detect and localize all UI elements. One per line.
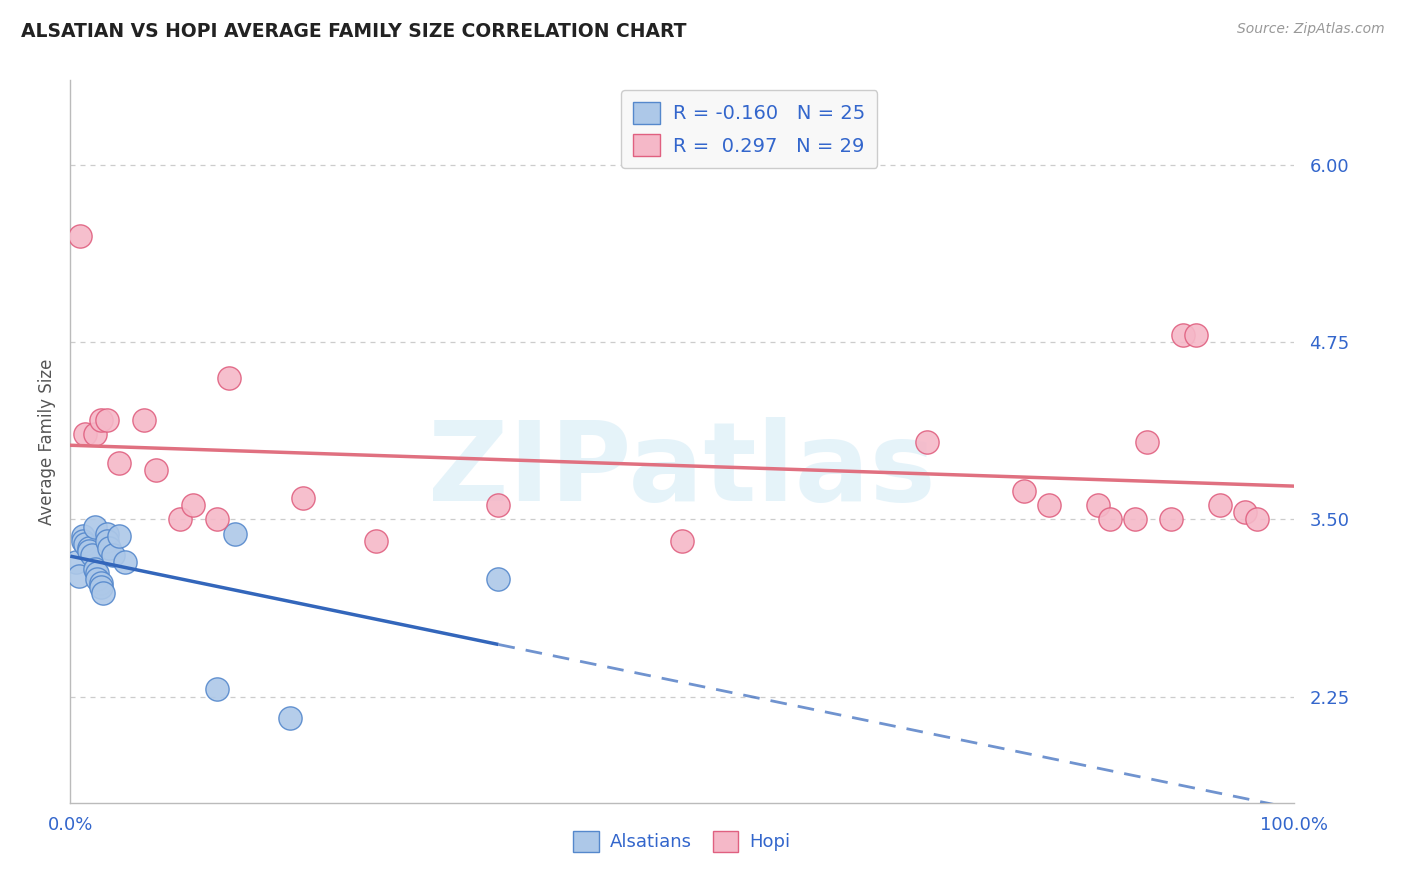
Point — [1136, 434, 1159, 449]
Point — [205, 512, 228, 526]
Point — [83, 519, 105, 533]
Point — [69, 229, 91, 244]
Point — [1246, 512, 1268, 526]
Point — [82, 548, 104, 562]
Point — [86, 572, 108, 586]
Point — [488, 572, 510, 586]
Point — [114, 555, 136, 569]
Point — [1087, 498, 1109, 512]
Point — [73, 536, 96, 550]
Point — [90, 581, 112, 595]
Point — [488, 498, 510, 512]
Point — [101, 548, 124, 562]
Point — [65, 555, 87, 569]
Point — [83, 562, 105, 576]
Point — [96, 533, 118, 548]
Point — [1014, 484, 1036, 499]
Point — [96, 413, 118, 427]
Point — [169, 512, 191, 526]
Point — [224, 526, 246, 541]
Point — [83, 427, 105, 442]
Point — [132, 413, 155, 427]
Point — [366, 533, 388, 548]
Point — [73, 427, 96, 442]
Point — [90, 576, 112, 591]
Point — [86, 566, 108, 581]
Point — [1038, 498, 1060, 512]
Point — [291, 491, 314, 506]
Point — [72, 533, 94, 548]
Point — [1233, 505, 1256, 519]
Point — [1099, 512, 1122, 526]
Point — [205, 682, 228, 697]
Point — [280, 711, 302, 725]
Point — [108, 529, 131, 543]
Point — [181, 498, 204, 512]
Point — [145, 463, 167, 477]
Point — [67, 569, 90, 583]
Text: ALSATIAN VS HOPI AVERAGE FAMILY SIZE CORRELATION CHART: ALSATIAN VS HOPI AVERAGE FAMILY SIZE COR… — [21, 22, 686, 41]
Point — [1184, 328, 1206, 343]
Point — [1160, 512, 1182, 526]
Point — [96, 526, 118, 541]
Text: ZIPatlas: ZIPatlas — [427, 417, 936, 524]
Point — [77, 541, 100, 555]
Point — [77, 543, 100, 558]
Point — [915, 434, 938, 449]
Y-axis label: Average Family Size: Average Family Size — [38, 359, 56, 524]
Point — [218, 371, 240, 385]
Legend: Alsatians, Hopi: Alsatians, Hopi — [567, 823, 797, 859]
Point — [108, 456, 131, 470]
Point — [90, 413, 112, 427]
Point — [98, 541, 121, 555]
Point — [1123, 512, 1146, 526]
Point — [72, 529, 94, 543]
Point — [91, 586, 114, 600]
Point — [671, 533, 693, 548]
Point — [1209, 498, 1232, 512]
Point — [1173, 328, 1195, 343]
Text: Source: ZipAtlas.com: Source: ZipAtlas.com — [1237, 22, 1385, 37]
